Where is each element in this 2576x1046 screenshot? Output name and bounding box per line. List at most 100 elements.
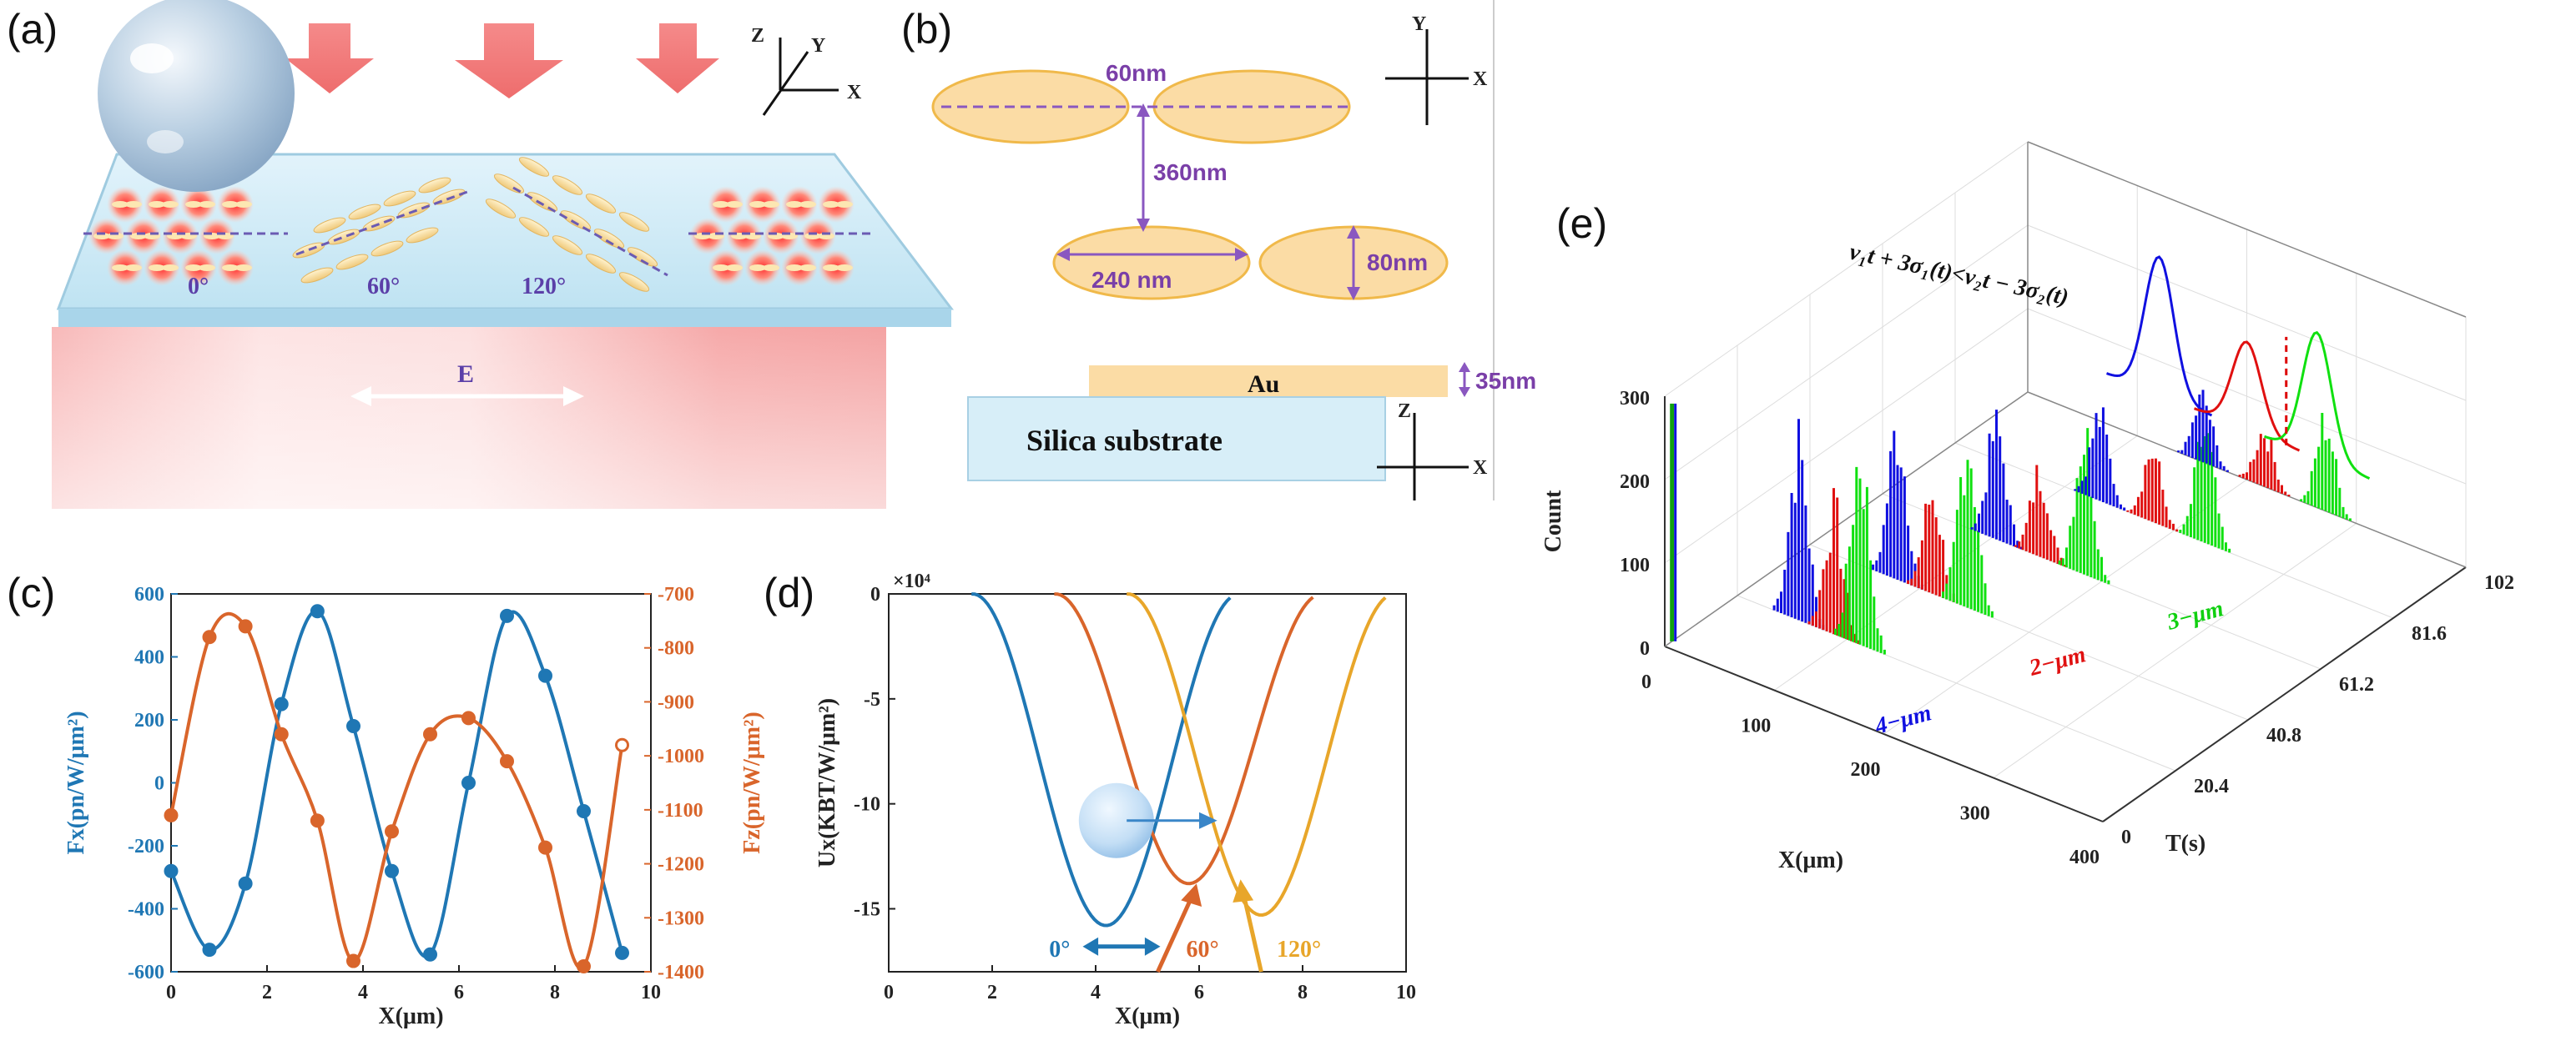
e-field-arrow [350, 386, 584, 406]
hotspot-rod [823, 264, 839, 271]
x-tick-label-e: 300 [1960, 803, 1990, 825]
x-label-c: X(μm) [378, 1003, 443, 1029]
yr-tick-label-c: -1100 [658, 800, 703, 822]
angle-label-0: 0° [1049, 937, 1070, 963]
nanorod [518, 217, 550, 237]
hotspot-rod [823, 201, 839, 208]
panel-d: (d) 0 2 4 6 8 10 0 -5 -10 -15 ×10⁴ X(μm) Ux(KBT/W/μm… [764, 570, 1416, 1029]
point-Fz [538, 840, 552, 855]
yl-tick-label-c: -600 [128, 962, 164, 983]
y-tick-label-d: 0 [870, 584, 880, 606]
y-tick-label-e: 20.4 [2194, 776, 2229, 797]
y-tick-label-e: 40.8 [2266, 725, 2301, 747]
point-Fz [615, 737, 629, 752]
nanorod [552, 175, 583, 195]
hotspot-rod [749, 201, 766, 208]
hotspot-rod [726, 201, 743, 208]
panel-b: (b) 60nm 360nm 240 nm 80nm 35nm [901, 0, 1536, 500]
x-tick-label-c: 4 [358, 982, 368, 1003]
x-label-d: X(μm) [1115, 1003, 1180, 1029]
x-tick-label-e: 200 [1851, 759, 1881, 781]
sphere-arrowhead-d [1199, 812, 1217, 829]
point-Fx [385, 863, 399, 878]
series-line-Fz [169, 611, 624, 970]
exponent-d: ×10⁴ [893, 571, 930, 592]
x-tick-label-e: 400 [2069, 847, 2100, 868]
z-tick-label-e: 300 [1620, 388, 1650, 410]
x-tick-label-d: 4 [1091, 982, 1101, 1003]
hotspot-rod [125, 264, 142, 271]
point-Fx [423, 947, 437, 962]
hotspot-rod [222, 201, 239, 208]
nanorod [552, 235, 583, 255]
silica-substrate [967, 396, 1386, 481]
axes-b [1377, 29, 1469, 500]
angle-arrowhead-0a [1082, 937, 1099, 956]
axis-b-z: Z [1398, 400, 1411, 422]
nanorod [348, 204, 381, 220]
width-label: 80nm [1367, 249, 1428, 275]
panel-e-label: (e) [1556, 200, 1607, 247]
nanorod [406, 227, 439, 244]
hotspot-rod [149, 201, 165, 208]
yr-tick-label-c: -1000 [658, 746, 704, 767]
grid-zl [1664, 141, 2029, 397]
point-Fz [346, 953, 360, 968]
x-tick-label-d: 0 [884, 982, 894, 1003]
label-4um: 4−μm [1872, 700, 1934, 740]
series-line-Fx [169, 609, 624, 958]
angle-label-60: 60° [1187, 937, 1219, 963]
hotspot-rod [726, 264, 743, 271]
point-Fz [577, 959, 591, 974]
angle-120: 120° [522, 274, 566, 299]
nanorod [618, 272, 650, 292]
plot-frame-d [888, 593, 1407, 973]
panel-c: (c) 0 2 4 6 8 10 -600 -400 -200 0 200 400 600 -1400 -1… [7, 570, 765, 1029]
e-field-label: E [457, 360, 474, 388]
y-tick-label-d: -10 [854, 794, 880, 816]
well-120° [1127, 592, 1387, 917]
nanorod [313, 217, 346, 234]
substrate-label: Silica substrate [1026, 424, 1222, 457]
hotspot-rod [786, 201, 803, 208]
nanorod [300, 267, 334, 284]
point-Fx [500, 608, 514, 623]
yl-tick-label-c: -200 [128, 836, 164, 857]
panel-a-label: (a) [7, 6, 58, 53]
angle-0: 0° [188, 274, 209, 299]
hotspot-rod [149, 264, 165, 271]
axis-x-label: X [847, 82, 862, 103]
hotspot-rod [185, 264, 202, 271]
point-Fz [310, 813, 325, 828]
yl-tick-label-c: 200 [134, 710, 164, 732]
hotspot-rod [162, 201, 179, 208]
point-Fx [202, 943, 217, 958]
guide-lines [83, 186, 872, 277]
plot-frame-c [170, 593, 652, 973]
hotspot-rod [713, 201, 729, 208]
y-tick-label-d: -15 [854, 899, 880, 921]
edge-e [2027, 141, 2467, 318]
angle-arrow-60 [1156, 891, 1197, 973]
fit-curve-2um [2193, 340, 2301, 452]
x-tick-label-d: 2 [987, 982, 997, 1003]
angle-label-120: 120° [1277, 937, 1321, 963]
nanorod [383, 190, 416, 207]
point-Fz [202, 630, 217, 645]
hotspot-rod [763, 201, 779, 208]
grid-y [1954, 442, 2394, 619]
angle-60: 60° [367, 274, 400, 299]
grid-zl [1664, 224, 2029, 480]
point-Fz [461, 711, 476, 726]
hotspot-rod [125, 201, 142, 208]
x-tick-label-c: 10 [641, 982, 661, 1003]
y-tick-label-e: 81.6 [2412, 623, 2447, 645]
yl-tick-label-c: 400 [134, 647, 164, 669]
axes-a [762, 38, 839, 116]
x-tick-label-e: 0 [1641, 671, 1651, 693]
label-3um: 3−μm [2164, 596, 2226, 636]
x-label-e: X(μm) [1778, 847, 1843, 873]
incident-light-arrows [285, 23, 719, 98]
au-layer [1089, 365, 1448, 397]
